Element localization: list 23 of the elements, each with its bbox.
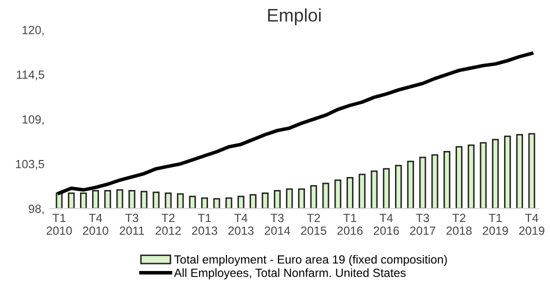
y-tick-label: 109, [22, 115, 44, 125]
x-tick-label: T4 2016 [374, 214, 399, 235]
x-tick-label: T2 2018 [446, 214, 472, 235]
x-tick-label: T4 2019 [519, 214, 544, 235]
x-tick-label: T4 2010 [83, 214, 108, 235]
x-tick-label: T1 2013 [192, 214, 218, 235]
y-tick-label: 120, [22, 26, 44, 36]
x-tick-label: T3 2017 [410, 214, 436, 235]
y-tick-label: 98, [28, 204, 44, 214]
x-tick-label: T2 2012 [156, 214, 181, 235]
x-tick-label: T1 2010 [46, 214, 72, 235]
y-tick-label: 103,5 [16, 160, 44, 170]
x-tick-label: T3 2011 [120, 214, 144, 235]
legend-label: All Employees, Total Nonfarm. United States [174, 268, 406, 280]
x-tick-label: T3 2014 [264, 214, 290, 235]
chart-title: Emploi [268, 8, 321, 26]
x-tick-label: T2 2015 [301, 214, 326, 235]
line-series [57, 52, 534, 195]
x-tick-label: T4 2013 [228, 214, 254, 235]
legend-label: Total employment - Euro area 19 (fixed composition) [174, 254, 447, 266]
y-tick-label: 114,5 [16, 70, 44, 80]
x-tick-label: T1 2016 [337, 214, 363, 235]
x-tick-label: T1 2019 [482, 214, 508, 235]
